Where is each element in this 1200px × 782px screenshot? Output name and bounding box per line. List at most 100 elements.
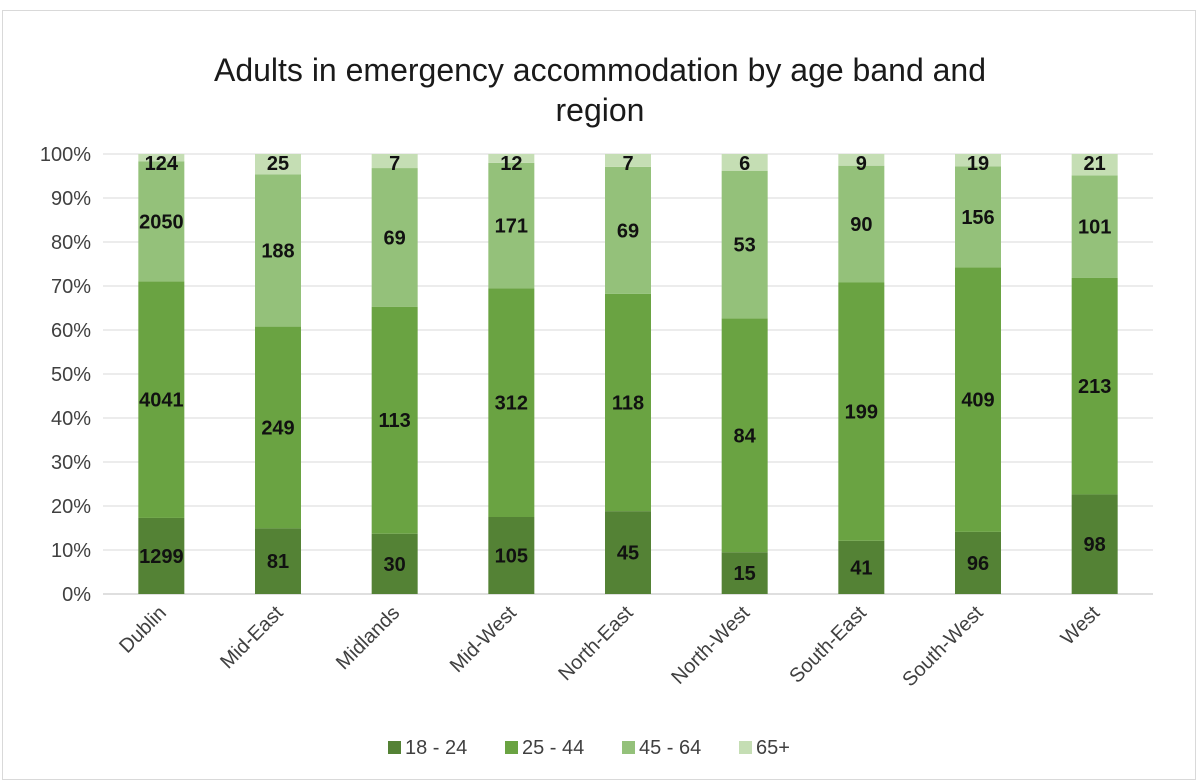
legend-swatch xyxy=(388,741,401,754)
data-label: 41 xyxy=(850,557,872,579)
data-label: 113 xyxy=(379,410,411,432)
data-label: 312 xyxy=(495,393,528,415)
y-tick-label: 70% xyxy=(51,276,91,298)
bar-segment xyxy=(605,166,651,294)
bar-segment xyxy=(955,267,1001,532)
y-tick-label: 50% xyxy=(51,364,91,386)
data-label: 124 xyxy=(145,153,179,175)
legend-label: 18 - 24 xyxy=(405,737,467,759)
data-label: 105 xyxy=(495,546,528,568)
bar-segment xyxy=(138,161,185,282)
data-label: 98 xyxy=(1084,534,1106,556)
data-label: 69 xyxy=(617,220,639,242)
data-label: 53 xyxy=(734,235,756,257)
bar-segment xyxy=(721,552,768,594)
legend-label: 45 - 64 xyxy=(639,737,701,759)
chart-title-line-2: region xyxy=(556,92,645,128)
data-label: 156 xyxy=(961,207,994,229)
x-tick-label: West xyxy=(1057,602,1105,650)
legend-label: 25 - 44 xyxy=(522,737,584,759)
data-label: 213 xyxy=(1078,376,1111,398)
y-tick-label: 100% xyxy=(40,144,91,166)
legend-swatch xyxy=(739,741,752,754)
data-label: 90 xyxy=(850,214,872,236)
data-label: 84 xyxy=(734,425,757,447)
y-tick-label: 80% xyxy=(51,232,91,254)
data-label: 101 xyxy=(1078,217,1111,239)
data-label: 2050 xyxy=(139,211,184,233)
data-label: 249 xyxy=(261,417,294,439)
bar-segment xyxy=(838,165,885,283)
bar-segment xyxy=(1071,277,1118,495)
bar-segment xyxy=(371,533,418,594)
x-tick-label: South-West xyxy=(898,602,987,691)
data-label: 118 xyxy=(612,393,644,415)
bar-segment xyxy=(955,154,1001,167)
data-label: 69 xyxy=(384,227,406,249)
data-label: 7 xyxy=(622,153,633,175)
data-label: 199 xyxy=(845,402,878,424)
bar-segment xyxy=(721,170,768,319)
chart-title-line-1: Adults in emergency accommodation by age… xyxy=(214,52,986,88)
bar-segment xyxy=(1071,175,1118,278)
legend-label: 65+ xyxy=(756,737,790,759)
x-tick-label: North-East xyxy=(554,602,637,685)
bar-segment xyxy=(721,318,768,553)
data-label: 21 xyxy=(1084,153,1106,175)
x-axis-ticks: Dublin Mid-East Midlands Mid-West North-East… xyxy=(115,602,1104,691)
bar-segment xyxy=(255,154,301,175)
bar-segment xyxy=(955,531,1001,594)
bar-segment xyxy=(488,517,535,594)
data-label: 30 xyxy=(384,554,406,576)
x-tick-label: North-West xyxy=(667,602,754,689)
data-label: 1299 xyxy=(139,546,184,568)
chart-frame: Adults in emergency accommodation by age… xyxy=(2,10,1196,780)
data-labels: 1299404120501248124918825301136971053121… xyxy=(139,153,1111,585)
bar-segment xyxy=(255,174,301,327)
x-tick-label: Mid-East xyxy=(216,602,288,674)
bar-segment xyxy=(955,166,1001,268)
bar-segment xyxy=(255,326,301,529)
data-label: 171 xyxy=(495,216,528,238)
bar-segment xyxy=(838,540,885,594)
x-tick-label: Mid-West xyxy=(446,602,521,677)
bar-segment xyxy=(605,511,651,594)
data-label: 409 xyxy=(961,390,994,412)
bar-segment xyxy=(488,162,535,289)
bar-segment xyxy=(838,282,885,541)
y-tick-label: 20% xyxy=(51,496,91,518)
bar-segment xyxy=(721,154,768,171)
data-label: 19 xyxy=(967,153,989,175)
bar-segment xyxy=(138,154,185,162)
data-label: 9 xyxy=(856,153,867,175)
y-tick-label: 10% xyxy=(51,540,91,562)
data-label: 15 xyxy=(734,563,756,585)
data-label: 45 xyxy=(617,543,639,565)
legend-swatch xyxy=(505,741,518,754)
bar-segment xyxy=(371,306,418,534)
data-label: 12 xyxy=(500,153,522,175)
data-label: 4041 xyxy=(139,390,184,412)
bar-segment xyxy=(488,288,535,517)
data-label: 81 xyxy=(267,551,289,573)
data-label: 6 xyxy=(739,153,750,175)
stacked-bar-chart: Adults in emergency accommodation by age… xyxy=(40,52,1153,759)
y-tick-label: 60% xyxy=(51,320,91,342)
x-tick-label: Midlands xyxy=(332,602,404,674)
y-tick-label: 0% xyxy=(62,584,91,606)
bar-segment xyxy=(138,517,185,594)
data-label: 188 xyxy=(261,240,294,262)
y-tick-label: 90% xyxy=(51,188,91,210)
y-tick-label: 40% xyxy=(51,408,91,430)
bar-segment xyxy=(605,293,651,512)
bar-segment xyxy=(138,281,185,518)
data-label: 7 xyxy=(389,153,400,175)
data-label: 96 xyxy=(967,553,989,575)
bar-segment xyxy=(255,528,301,594)
data-label: 25 xyxy=(267,153,289,175)
x-tick-label: Dublin xyxy=(115,602,171,658)
bar-segment xyxy=(838,154,885,166)
y-tick-label: 30% xyxy=(51,452,91,474)
legend-swatch xyxy=(622,741,635,754)
y-axis-ticks: 0% 10% 20% 30% 40% 50% 60% 70% 80% 90% 100% xyxy=(40,144,91,606)
